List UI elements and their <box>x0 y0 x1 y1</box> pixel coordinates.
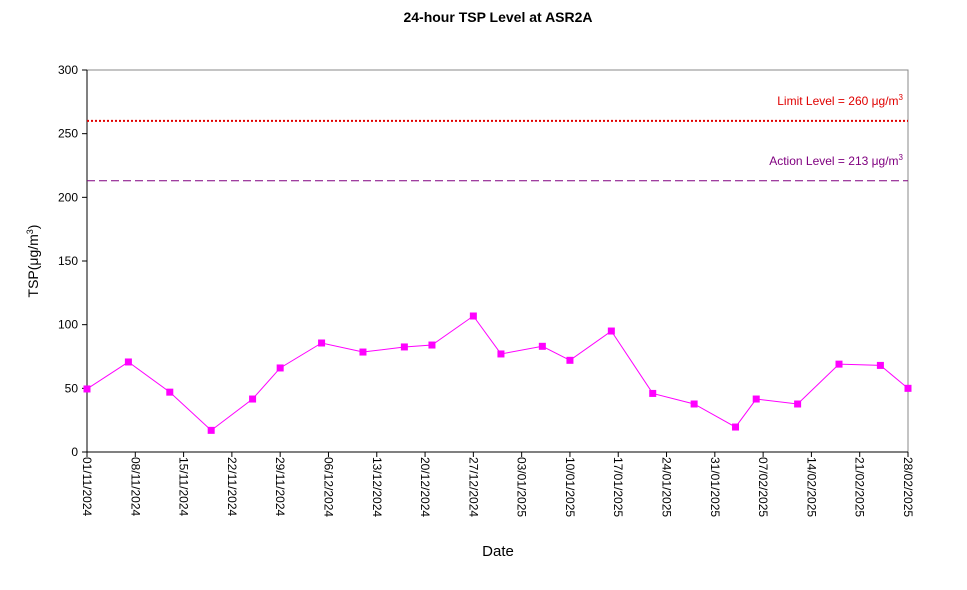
y-tick-label: 0 <box>71 445 78 459</box>
data-point <box>428 341 436 349</box>
x-tick-label: 31/01/2025 <box>708 457 722 517</box>
x-tick-label: 20/12/2024 <box>418 457 432 517</box>
series-line <box>86 315 909 432</box>
x-tick-label: 03/01/2025 <box>515 457 529 517</box>
y-label-text: TSP(μg/m <box>25 234 41 297</box>
data-point <box>359 348 367 356</box>
x-tick-label: 17/01/2025 <box>611 457 625 517</box>
chart-title: 24-hour TSP Level at ASR2A <box>403 9 592 25</box>
reference-label-text: Limit Level = 260 μg/m <box>777 94 898 108</box>
data-point <box>318 339 326 347</box>
data-point <box>400 343 408 351</box>
x-tick-label: 15/11/2024 <box>177 457 191 516</box>
y-tick-label: 250 <box>58 127 78 141</box>
data-point <box>497 350 505 358</box>
data-point <box>794 400 802 408</box>
y-tick-label: 300 <box>58 63 78 77</box>
y-label-sup: 3 <box>25 229 35 234</box>
reference-label: Action Level = 213 μg/m3 <box>769 153 903 168</box>
data-point <box>904 384 912 392</box>
x-tick-label: 21/02/2025 <box>853 457 867 517</box>
x-tick-label: 13/12/2024 <box>370 457 384 517</box>
plot-frame <box>86 69 909 453</box>
data-point <box>690 400 698 408</box>
data-point <box>566 356 574 364</box>
y-tick-label: 200 <box>58 190 78 204</box>
data-point <box>249 395 257 403</box>
data-point <box>876 361 884 369</box>
data-point <box>83 385 91 393</box>
x-tick-label: 28/02/2025 <box>901 457 915 517</box>
x-tick-label: 01/11/2024 <box>80 457 94 516</box>
data-point <box>538 342 546 350</box>
x-tick-label: 22/11/2024 <box>225 457 239 516</box>
x-tick-label: 06/12/2024 <box>321 457 335 517</box>
y-tick-label: 150 <box>58 254 78 268</box>
y-axis-label: TSP(μg/m3) <box>25 225 41 298</box>
data-point <box>124 358 132 366</box>
x-tick-label: 29/11/2024 <box>273 457 287 516</box>
reference-label: Limit Level = 260 μg/m3 <box>777 93 903 108</box>
data-point <box>752 395 760 403</box>
x-tick-label: 24/01/2025 <box>660 457 674 517</box>
data-point <box>207 426 215 434</box>
x-tick-label: 10/01/2025 <box>563 457 577 517</box>
data-point <box>607 327 615 335</box>
x-tick-label: 08/11/2024 <box>128 457 142 516</box>
y-label-tail: ) <box>25 225 41 230</box>
data-point <box>835 360 843 368</box>
data-point <box>276 364 284 372</box>
data-point <box>166 388 174 396</box>
y-tick-label: 50 <box>65 381 79 395</box>
x-axis-label: Date <box>482 543 514 560</box>
reference-label-sup: 3 <box>899 93 904 102</box>
x-tick-label: 27/12/2024 <box>466 457 480 517</box>
x-tick-label: 07/02/2025 <box>756 457 770 517</box>
reference-label-text: Action Level = 213 μg/m <box>769 154 898 168</box>
reference-label-sup: 3 <box>899 153 904 162</box>
data-point <box>649 389 657 397</box>
data-point <box>732 423 740 431</box>
y-tick-label: 100 <box>58 318 78 332</box>
x-tick-label: 14/02/2025 <box>804 457 818 517</box>
data-point <box>469 312 477 320</box>
